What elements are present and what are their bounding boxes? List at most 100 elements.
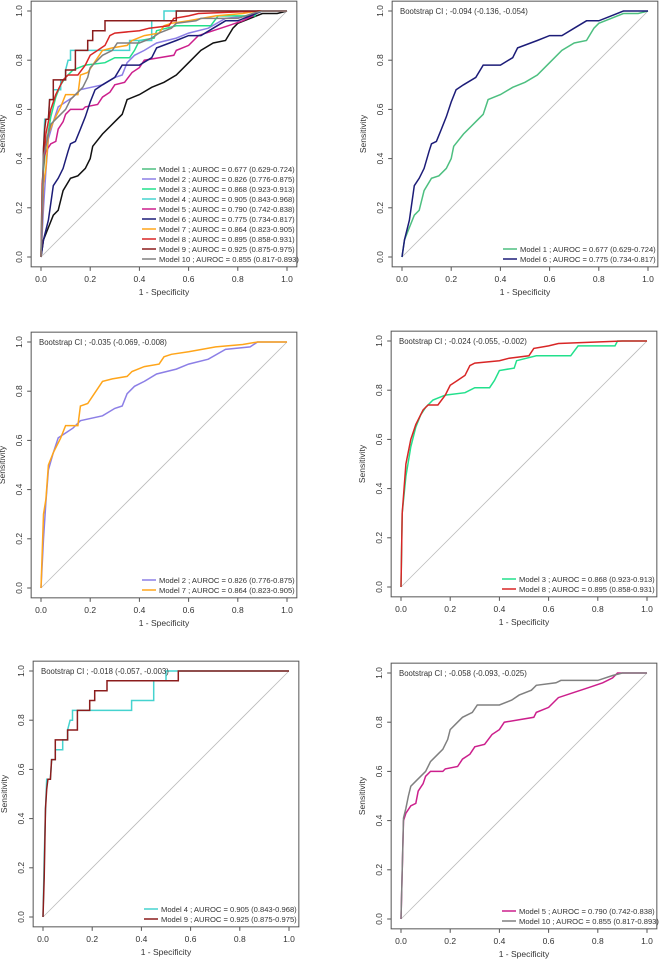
legend-entry: Model 4 ; AUROC = 0.905 (0.843-0.968) [161,905,297,914]
y-tick-label: 0.2 [14,202,24,214]
bootstrap-ci-annotation: Bootstrap CI ; -0.058 (-0.093, -0.025) [399,669,527,678]
x-tick-label: 1.0 [281,605,293,615]
x-tick-label: 0.8 [592,936,604,946]
x-axis-title: 1 - Specificity [499,617,550,627]
roc-curve-model-1 [401,10,649,258]
x-tick-label: 0.2 [444,936,456,946]
x-tick-label: 0.6 [543,936,555,946]
y-tick-label: 0.8 [16,714,26,726]
y-axis-title: Sensitivity [0,774,9,813]
x-tick-label: 0.8 [593,274,605,284]
roc-curve-model-5 [40,10,287,258]
legend-entry: Model 9 ; AUROC = 0.925 (0.875-0.975) [161,915,297,924]
legend-entry: Model 4 ; AUROC = 0.905 (0.843-0.968) [159,195,295,204]
legend-entry: Model 8 ; AUROC = 0.895 (0.858-0.931) [159,235,295,244]
x-tick-label: 1.0 [642,274,654,284]
legend-entry: Model 2 ; AUROC = 0.826 (0.776-0.875) [159,175,295,184]
plot-frame [32,660,300,928]
y-tick-label: 0.6 [374,433,384,445]
y-tick-label: 0.4 [375,152,385,164]
y-tick-label: 0.2 [16,862,26,874]
x-tick-label: 0.0 [35,274,47,284]
roc-panel-4: 0.0 0.2 0.4 0.6 0.8 1.0 0.0 0.2 0.4 0.6 0.8 1.0 1 - … [357,330,658,627]
y-tick-label: 0.2 [375,202,385,214]
x-tick-label: 1.0 [641,604,653,614]
roc-curve-model-6 [40,10,287,258]
x-tick-label: 0.0 [396,274,408,284]
roc-curve-model-3 [400,340,647,588]
bootstrap-ci-annotation: Bootstrap CI ; -0.035 (-0.069, -0.008) [39,338,167,347]
legend-entry: Model 10 ; AUROC = 0.855 (0.817-0.893) [159,255,299,264]
plot-frame [391,0,659,268]
plot-frame [390,662,658,930]
roc-curve-model-9 [42,670,289,918]
y-tick-label: 0.2 [374,864,384,876]
x-tick-label: 0.8 [232,605,244,615]
legend-entry: Model 9 ; AUROC = 0.925 (0.875-0.975) [159,245,295,254]
reference-diagonal [42,670,290,918]
legend-entry: Model 2 ; AUROC = 0.826 (0.776-0.875) [159,576,295,585]
y-axis-title: Sensitivity [0,445,7,484]
legend-entry: Model 3 ; AUROC = 0.868 (0.923-0.913) [159,185,295,194]
legend-entry: Model 1 ; AUROC = 0.677 (0.629-0.724) [159,165,295,174]
roc-curve-model-10 [400,672,647,920]
roc-curve-model-3 [40,10,287,258]
x-tick-label: 1.0 [281,274,293,284]
x-tick-label: 0.4 [133,274,145,284]
legend-entry: Model 7 ; AUROC = 0.864 (0.823-0.905) [159,586,295,595]
x-tick-label: 0.2 [84,605,96,615]
y-tick-label: 0.0 [14,251,24,263]
y-axis-title: Sensitivity [0,114,7,153]
y-axis-title: Sensitivity [357,444,367,483]
y-tick-label: 0.0 [14,582,24,594]
y-tick-label: 0.4 [374,482,384,494]
x-tick-label: 0.4 [493,936,505,946]
legend-entry: Model 6 ; AUROC = 0.775 (0.734-0.817) [159,215,295,224]
x-tick-label: 0.6 [183,274,195,284]
legend-entry: Model 1 ; AUROC = 0.677 (0.629-0.724) [520,245,656,254]
roc-panel-1: 0.0 0.2 0.4 0.6 0.8 1.0 0.0 0.2 0.4 0.6 0.8 1.0 1 - … [0,0,299,297]
y-tick-label: 1.0 [14,5,24,17]
x-tick-label: 0.6 [543,604,555,614]
x-tick-label: 0.2 [86,934,98,944]
x-tick-label: 0.6 [185,934,197,944]
bootstrap-ci-annotation: Bootstrap CI ; -0.018 (-0.057, -0.003) [41,667,169,676]
legend-entry: Model 5 ; AUROC = 0.790 (0.742-0.838) [519,907,655,916]
y-tick-label: 0.0 [374,913,384,925]
roc-panel-3: 0.0 0.2 0.4 0.6 0.8 1.0 0.0 0.2 0.4 0.6 0.8 1.0 1 - … [0,331,298,628]
x-tick-label: 0.8 [232,274,244,284]
reference-diagonal [400,672,648,920]
y-tick-label: 1.0 [375,5,385,17]
x-tick-label: 0.8 [592,604,604,614]
bootstrap-ci-annotation: Bootstrap CI ; -0.024 (-0.055, -0.002) [399,337,527,346]
y-tick-label: 1.0 [14,336,24,348]
roc-panel-2: 0.0 0.2 0.4 0.6 0.8 1.0 0.0 0.2 0.4 0.6 0.8 1.0 1 - … [358,0,659,297]
x-axis-title: 1 - Specificity [139,618,190,628]
roc-curve-model-1 [40,10,288,258]
plot-frame [30,331,298,599]
x-axis-title: 1 - Specificity [141,947,192,957]
y-tick-label: 0.6 [375,103,385,115]
x-axis-title: 1 - Specificity [499,949,550,959]
y-tick-label: 0.0 [375,251,385,263]
legend-entry: Model 7 ; AUROC = 0.864 (0.823-0.905) [159,225,295,234]
plot-frame [30,0,298,268]
y-tick-label: 0.2 [374,532,384,544]
bootstrap-ci-annotation: Bootstrap CI ; -0.094 (-0.136, -0.054) [400,7,528,16]
roc-panel-6: 0.0 0.2 0.4 0.6 0.8 1.0 0.0 0.2 0.4 0.6 0.8 1.0 1 - … [357,662,659,959]
legend-entry: Model 5 ; AUROC = 0.790 (0.742-0.838) [159,205,295,214]
roc-curve-model-7 [40,341,287,589]
x-tick-label: 0.6 [544,274,556,284]
y-tick-label: 0.4 [16,812,26,824]
x-axis-title: 1 - Specificity [500,287,551,297]
x-tick-label: 0.4 [133,605,145,615]
x-tick-label: 0.0 [35,605,47,615]
reference-diagonal [400,340,648,588]
y-tick-label: 0.4 [14,483,24,495]
y-axis-title: Sensitivity [358,114,368,153]
x-tick-label: 0.4 [135,934,147,944]
roc-curve-model-6 [401,10,648,258]
x-axis-title: 1 - Specificity [139,287,190,297]
legend-entry: Model 8 ; AUROC = 0.895 (0.858-0.931) [519,585,655,594]
